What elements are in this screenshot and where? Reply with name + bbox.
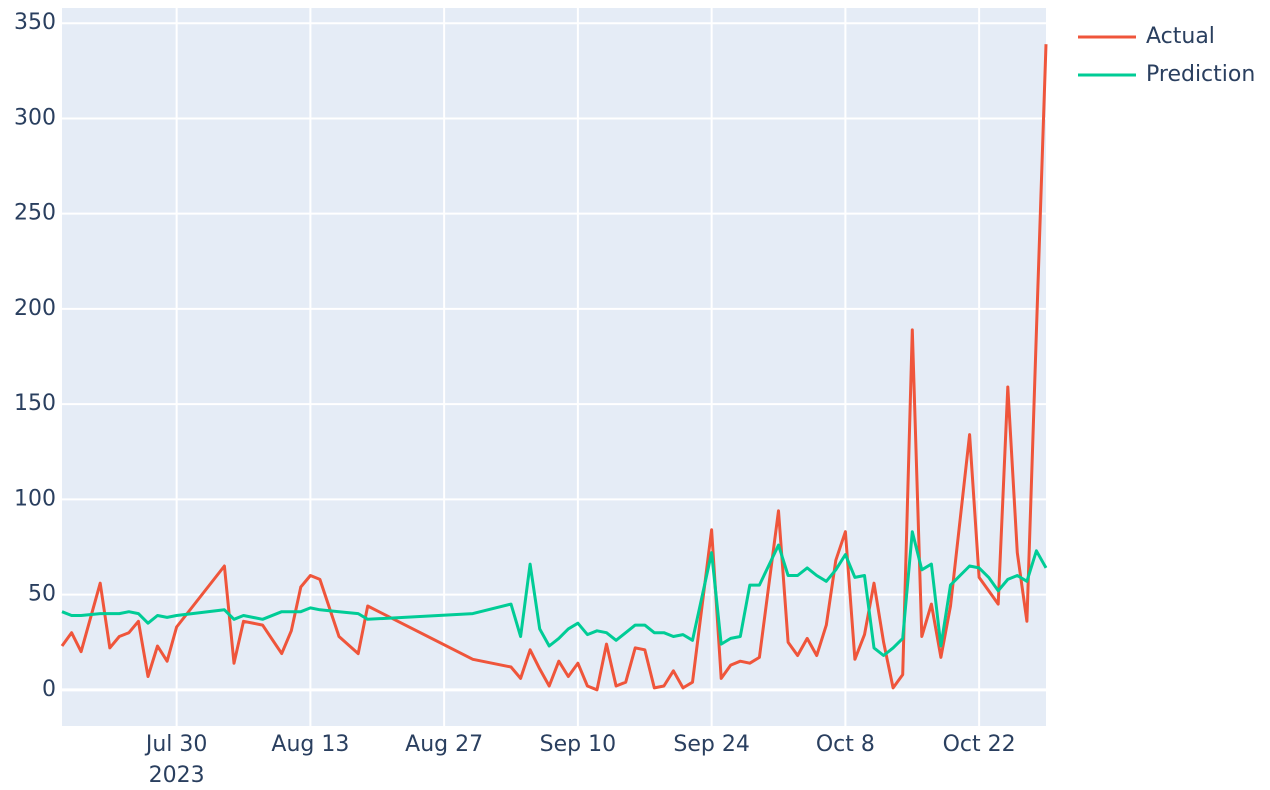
x-tick-label: Aug 13 [271, 732, 349, 757]
x-tick-label: Sep 24 [673, 732, 749, 757]
y-tick-label: 150 [14, 391, 56, 416]
y-tick-label: 300 [14, 105, 56, 130]
x-tick-label: Jul 30 2023 [144, 732, 208, 788]
y-tick-label: 0 [42, 677, 56, 702]
series-line [61, 530, 1048, 657]
y-tick-label: 200 [14, 296, 56, 321]
x-tick-label: Oct 22 [943, 732, 1016, 757]
y-tick-label: 50 [28, 582, 56, 607]
y-tick-label: 350 [14, 10, 56, 35]
x-tick-label: Sep 10 [540, 732, 616, 757]
x-tick-label: Aug 27 [405, 732, 483, 757]
legend-label: Prediction [1146, 62, 1255, 87]
series-line [60, 44, 1048, 692]
x-tick-label: Oct 8 [816, 732, 875, 757]
plot-area [62, 8, 1046, 726]
y-tick-label: 100 [14, 486, 56, 511]
legend-label: Actual [1146, 24, 1215, 49]
y-tick-label: 250 [14, 201, 56, 226]
